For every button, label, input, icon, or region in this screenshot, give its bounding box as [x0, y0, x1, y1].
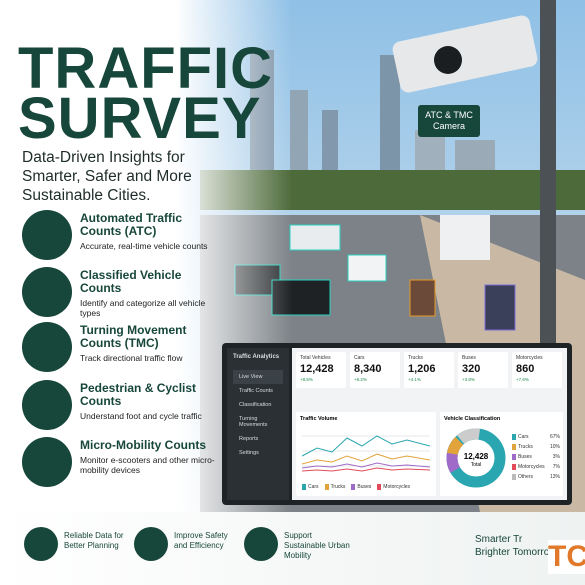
tagline-line: Smarter Tr: [475, 534, 523, 545]
stat-card: Cars 8,340 +6.2%: [350, 352, 400, 388]
menu-item: Classification: [239, 402, 272, 408]
panel-title: Traffic Volume: [300, 416, 338, 422]
legend-name: Cars: [512, 434, 529, 440]
feature-title: Micro-Mobility Counts: [80, 438, 206, 452]
card-value: 320: [462, 363, 481, 375]
legend-row: Trucks 10%: [512, 444, 560, 450]
stat-card: Total Vehicles 12,428 +8.5%: [296, 352, 346, 388]
subtitle-line: Smarter, Safer and More: [22, 168, 192, 185]
stat-card: Trucks 1,206 +4.1%: [404, 352, 454, 388]
feature: Pedestrian & Cyclist Counts Understand fo…: [22, 380, 222, 434]
subtitle-line: Sustainable Cities.: [22, 187, 151, 204]
menu-item: Settings: [239, 450, 259, 456]
benefit-icon: [244, 527, 278, 561]
volume-legend: Cars Trucks Buses Motorcycles: [302, 484, 410, 490]
title-line: SURVEY: [18, 86, 262, 151]
feature-title: Pedestrian & Cyclist Counts: [80, 381, 197, 408]
donut: [446, 428, 506, 488]
card-label: Motorcycles: [516, 355, 543, 361]
volume-chart: [302, 435, 430, 472]
stat-card: Motorcycles 860 +7.6%: [512, 352, 562, 388]
legend-entry: Buses: [351, 484, 371, 490]
benefit-icon: [24, 527, 58, 561]
feature-icon: [22, 437, 72, 487]
card-value: 860: [516, 363, 535, 375]
sidebar: Traffic Analytics Live View Traffic Count…: [227, 348, 289, 500]
tagline-line: Brighter Tomorrow: [475, 547, 557, 558]
legend-share: 67%: [549, 434, 560, 440]
card-change: +4.1%: [408, 377, 421, 382]
card-value: 8,340: [354, 363, 382, 375]
card-change: +3.8%: [462, 377, 475, 382]
feature-title: Automated Traffic Counts (ATC): [80, 211, 183, 238]
footer-band: [0, 512, 585, 585]
legend-entry: Motorcycles: [377, 484, 410, 490]
card-change: +7.6%: [516, 377, 529, 382]
menu-item: Reports: [239, 436, 259, 442]
card-change: +6.2%: [354, 377, 367, 382]
app-title: Traffic Analytics: [233, 354, 280, 360]
legend-entry: Trucks: [324, 484, 345, 490]
feature: Automated Traffic Counts (ATC) Accurate, …: [22, 210, 222, 264]
feature-description: Monitor e-scooters and other micro-mobil…: [80, 455, 215, 475]
legend-name: Motorcycles: [512, 464, 545, 470]
menu-item: Traffic Counts: [239, 388, 273, 394]
stat-card: Buses 320 +3.8%: [458, 352, 508, 388]
legend-row: Motorcycles 7%: [512, 464, 560, 470]
dashboard-main: Total Vehicles 12,428 +8.5% Cars 8,340 +6.2% T…: [292, 348, 567, 500]
feature: Classified Vehicle Counts Identify and ca…: [22, 267, 222, 321]
volume-panel: Traffic Volume Cars Trucks Buses Motorcycle…: [296, 412, 436, 496]
panel-title: Vehicle Classification: [444, 416, 501, 422]
legend-row: Buses 3%: [512, 454, 560, 460]
menu: Live View Traffic Counts Classification Tur…: [227, 366, 289, 464]
camera-label: ATC & TMC Camera: [418, 105, 480, 137]
feature-icon: [22, 267, 72, 317]
benefit-icon: [134, 527, 168, 561]
classification-panel: Vehicle Classification 12,428 Total Cars…: [440, 412, 563, 496]
menu-item: Turning Movements: [239, 416, 268, 428]
donut-total-label: Total: [470, 462, 482, 468]
legend-name: Others: [512, 474, 533, 480]
feature-icon: [22, 380, 72, 430]
feature-icon: [22, 322, 72, 372]
logo: TC: [548, 540, 585, 574]
legend-share: 3%: [552, 454, 560, 460]
feature: Micro-Mobility Counts Monitor e-scooters …: [22, 437, 222, 491]
legend-name: Buses: [512, 454, 532, 460]
card-label: Trucks: [408, 355, 423, 361]
menu-item: Live View: [233, 370, 283, 384]
feature-icon: [22, 210, 72, 260]
feature-title: Turning Movement Counts (TMC): [80, 323, 187, 350]
legend-name: Trucks: [512, 444, 533, 450]
subtitle: Data-Driven Insights for Smarter, Safer …: [22, 148, 192, 205]
feature-description: Accurate, real-time vehicle counts: [80, 241, 208, 251]
legend-entry: Cars: [302, 484, 319, 490]
benefit-text: Reliable Data for Better Planning: [64, 531, 124, 550]
card-label: Buses: [462, 355, 476, 361]
card-label: Total Vehicles: [300, 355, 331, 361]
donut-total: 12,428: [463, 452, 489, 461]
feature-description: Understand foot and cycle traffic: [80, 411, 202, 421]
card-change: +8.5%: [300, 377, 313, 382]
feature-description: Track directional traffic flow: [80, 353, 183, 363]
title-line: TRAFFIC: [18, 36, 274, 101]
subtitle-line: Data-Driven Insights for: [22, 149, 185, 166]
classification-legend: Cars 67% Trucks 10% Buses 3% Motorcycles 7% Othe…: [512, 434, 560, 484]
feature-description: Identify and categorize all vehicle type…: [80, 298, 206, 318]
dashboard: Traffic Analytics Live View Traffic Count…: [222, 343, 572, 505]
legend-row: Others 13%: [512, 474, 560, 480]
benefit-text: Support Sustainable Urban Mobility: [284, 531, 350, 560]
feature-title: Classified Vehicle Counts: [80, 268, 182, 295]
tagline: Smarter Tr Brighter Tomorrow: [475, 533, 557, 559]
benefit-text: Improve Safety and Efficiency: [174, 531, 228, 550]
legend-share: 10%: [549, 444, 560, 450]
legend-row: Cars 67%: [512, 434, 560, 440]
card-value: 1,206: [408, 363, 436, 375]
legend-share: 13%: [549, 474, 560, 480]
card-value: 12,428: [300, 363, 334, 375]
card-label: Cars: [354, 355, 365, 361]
feature: Turning Movement Counts (TMC) Track direc…: [22, 322, 222, 376]
legend-share: 7%: [552, 464, 560, 470]
